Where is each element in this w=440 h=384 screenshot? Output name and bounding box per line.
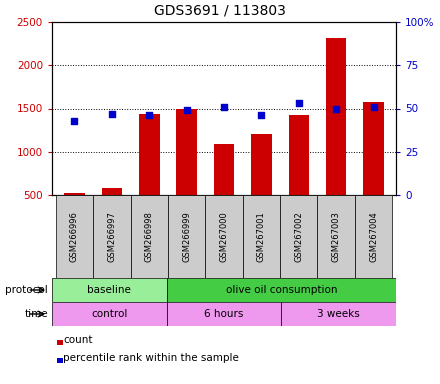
Text: control: control: [91, 309, 128, 319]
Bar: [102, 188, 122, 195]
Text: baseline: baseline: [88, 285, 131, 295]
Bar: [139, 114, 160, 195]
Text: olive oil consumption: olive oil consumption: [226, 285, 337, 295]
Text: GSM266999: GSM266999: [182, 211, 191, 262]
Bar: [205, 195, 243, 278]
Text: 6 hours: 6 hours: [204, 309, 244, 319]
Point: [333, 106, 340, 112]
Text: GSM266997: GSM266997: [107, 211, 116, 262]
Point: [71, 118, 78, 124]
Bar: [280, 195, 318, 278]
Text: GSM266998: GSM266998: [145, 211, 154, 262]
Text: GSM267000: GSM267000: [220, 211, 228, 262]
Text: time: time: [24, 309, 48, 319]
Bar: [289, 114, 309, 195]
Text: GSM267002: GSM267002: [294, 211, 303, 262]
Bar: [167, 302, 281, 326]
Point: [146, 113, 153, 119]
Bar: [176, 109, 197, 195]
Bar: [363, 102, 384, 195]
Bar: [52, 302, 167, 326]
Point: [295, 100, 302, 106]
Bar: [93, 195, 131, 278]
Point: [220, 104, 227, 110]
Text: protocol: protocol: [5, 285, 48, 295]
Bar: [52, 278, 167, 302]
Bar: [281, 302, 396, 326]
Bar: [355, 195, 392, 278]
Bar: [318, 195, 355, 278]
Text: GSM267003: GSM267003: [332, 211, 341, 262]
Bar: [243, 195, 280, 278]
Bar: [168, 195, 205, 278]
Point: [108, 111, 115, 117]
Point: [370, 104, 377, 110]
Point: [258, 113, 265, 119]
Bar: [56, 195, 93, 278]
Bar: [64, 193, 85, 195]
Bar: [326, 38, 346, 195]
Bar: [131, 195, 168, 278]
Bar: [251, 134, 271, 195]
Text: percentile rank within the sample: percentile rank within the sample: [63, 353, 239, 363]
Bar: [167, 278, 396, 302]
Text: GDS3691 / 113803: GDS3691 / 113803: [154, 4, 286, 18]
Text: GSM267004: GSM267004: [369, 211, 378, 262]
Text: GSM266996: GSM266996: [70, 211, 79, 262]
Text: 3 weeks: 3 weeks: [317, 309, 360, 319]
Point: [183, 107, 190, 113]
Bar: [214, 144, 234, 195]
Text: GSM267001: GSM267001: [257, 211, 266, 262]
Text: count: count: [63, 335, 93, 345]
